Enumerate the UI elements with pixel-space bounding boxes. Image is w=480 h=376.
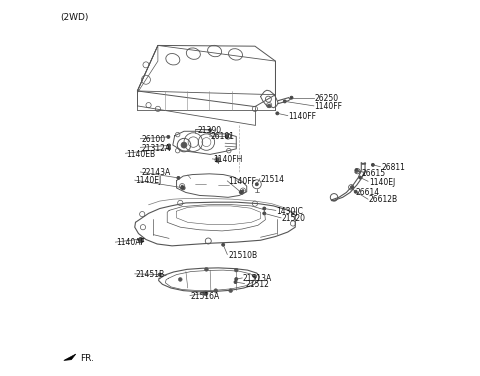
Polygon shape — [64, 354, 76, 361]
Text: 1140FF: 1140FF — [228, 177, 256, 186]
Circle shape — [283, 100, 286, 103]
Text: 26811: 26811 — [381, 163, 405, 172]
Circle shape — [239, 191, 242, 194]
Text: 1140FH: 1140FH — [213, 155, 242, 164]
Text: 21451B: 21451B — [135, 270, 165, 279]
Circle shape — [181, 185, 183, 187]
Circle shape — [226, 135, 228, 138]
Text: 1140AF: 1140AF — [116, 238, 145, 247]
Text: 1140EB: 1140EB — [126, 150, 156, 159]
Circle shape — [263, 212, 266, 215]
Circle shape — [180, 186, 184, 189]
Circle shape — [214, 289, 217, 293]
Text: 26101: 26101 — [210, 132, 234, 141]
Circle shape — [168, 144, 170, 147]
Circle shape — [355, 168, 358, 171]
Circle shape — [177, 176, 180, 179]
Text: 26100: 26100 — [141, 135, 165, 144]
Text: 1140EJ: 1140EJ — [135, 176, 162, 185]
Text: 26615: 26615 — [361, 169, 385, 178]
Circle shape — [181, 142, 187, 148]
Circle shape — [263, 207, 266, 210]
Circle shape — [203, 292, 206, 295]
Text: 1140EJ: 1140EJ — [369, 177, 395, 186]
Circle shape — [179, 277, 182, 281]
Circle shape — [255, 183, 258, 186]
Text: 21312A: 21312A — [141, 144, 170, 153]
Circle shape — [139, 238, 142, 241]
Circle shape — [181, 186, 185, 190]
Circle shape — [242, 190, 244, 192]
Text: (2WD): (2WD) — [60, 13, 88, 22]
Circle shape — [276, 112, 279, 115]
Text: 21514: 21514 — [261, 175, 285, 184]
Text: 26614: 26614 — [356, 188, 380, 197]
Circle shape — [167, 135, 170, 138]
Circle shape — [240, 191, 244, 194]
Text: 26612B: 26612B — [369, 196, 398, 205]
Circle shape — [204, 267, 208, 271]
Circle shape — [139, 238, 144, 243]
Circle shape — [235, 277, 238, 280]
Text: 21510B: 21510B — [228, 251, 257, 260]
Circle shape — [222, 243, 225, 246]
Text: FR.: FR. — [80, 355, 94, 364]
Circle shape — [372, 163, 374, 166]
Circle shape — [209, 129, 212, 132]
Circle shape — [267, 104, 271, 108]
Text: 1140FF: 1140FF — [315, 102, 343, 111]
Circle shape — [354, 190, 357, 193]
Circle shape — [216, 158, 219, 161]
Text: 21390: 21390 — [197, 126, 221, 135]
Text: 21520: 21520 — [282, 214, 306, 223]
Circle shape — [158, 273, 161, 276]
Text: 21513A: 21513A — [243, 274, 272, 283]
Text: 21512: 21512 — [245, 280, 269, 289]
Text: 1140FF: 1140FF — [288, 112, 316, 121]
Circle shape — [234, 268, 238, 272]
Text: 26250: 26250 — [315, 94, 339, 103]
Text: 22143A: 22143A — [141, 168, 170, 177]
Circle shape — [168, 147, 170, 150]
Circle shape — [253, 274, 257, 278]
Circle shape — [350, 186, 353, 189]
Text: 21516A: 21516A — [191, 292, 220, 301]
Circle shape — [204, 291, 208, 296]
Circle shape — [359, 176, 361, 179]
Circle shape — [234, 280, 237, 284]
Circle shape — [229, 289, 232, 293]
Text: 1430JC: 1430JC — [276, 207, 303, 216]
Circle shape — [290, 96, 293, 99]
